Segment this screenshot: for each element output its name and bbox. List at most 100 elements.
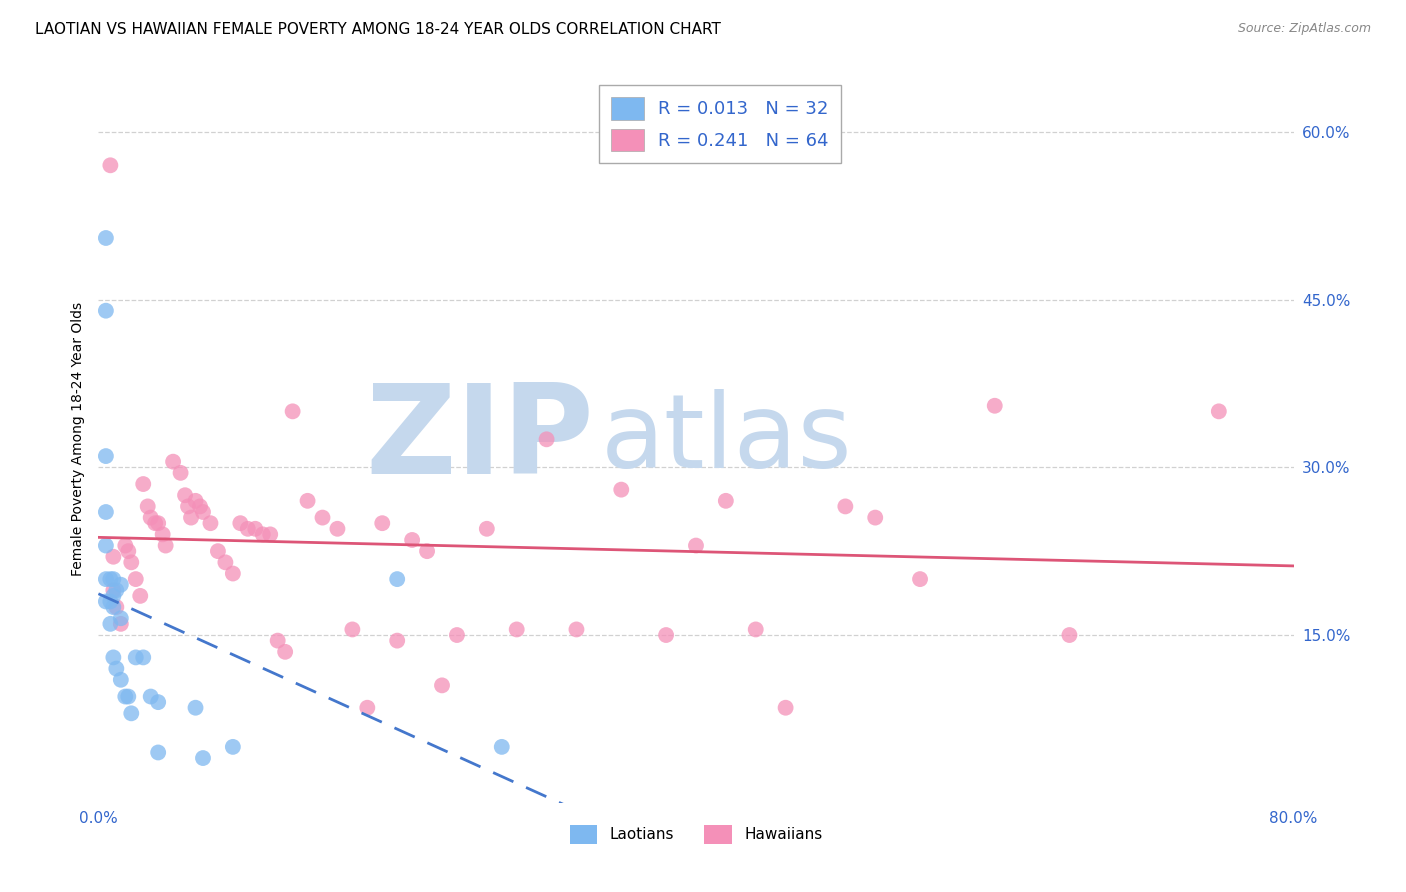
Point xyxy=(259,527,281,541)
Point xyxy=(297,493,319,508)
Point xyxy=(191,505,214,519)
Point xyxy=(745,623,768,637)
Point xyxy=(132,477,155,491)
Point xyxy=(110,611,132,625)
Point xyxy=(98,616,122,631)
Point xyxy=(207,544,229,558)
Point xyxy=(565,623,588,637)
Point xyxy=(125,572,148,586)
Point xyxy=(229,516,252,531)
Point xyxy=(94,539,117,553)
Point xyxy=(984,399,1007,413)
Point xyxy=(117,690,139,704)
Point xyxy=(94,449,117,463)
Point xyxy=(152,527,174,541)
Text: ZIP: ZIP xyxy=(366,379,595,500)
Text: LAOTIAN VS HAWAIIAN FEMALE POVERTY AMONG 18-24 YEAR OLDS CORRELATION CHART: LAOTIAN VS HAWAIIAN FEMALE POVERTY AMONG… xyxy=(35,22,721,37)
Point xyxy=(342,623,364,637)
Point xyxy=(110,673,132,687)
Point xyxy=(105,583,128,598)
Point xyxy=(94,231,117,245)
Point xyxy=(188,500,211,514)
Point xyxy=(180,510,202,524)
Point xyxy=(174,488,197,502)
Point xyxy=(184,493,207,508)
Point xyxy=(222,739,245,754)
Point xyxy=(385,572,409,586)
Point xyxy=(105,662,128,676)
Point xyxy=(98,158,122,172)
Point xyxy=(98,572,122,586)
Point xyxy=(214,555,236,569)
Point xyxy=(139,690,162,704)
Point xyxy=(191,751,214,765)
Point xyxy=(222,566,245,581)
Point xyxy=(139,510,162,524)
Point xyxy=(169,466,191,480)
Point xyxy=(110,578,132,592)
Point xyxy=(103,600,125,615)
Point xyxy=(506,623,529,637)
Point xyxy=(184,700,207,714)
Point xyxy=(430,678,453,692)
Point xyxy=(136,500,159,514)
Y-axis label: Female Poverty Among 18-24 Year Olds: Female Poverty Among 18-24 Year Olds xyxy=(70,302,84,576)
Point xyxy=(865,510,887,524)
Point xyxy=(775,700,797,714)
Point xyxy=(125,650,148,665)
Point xyxy=(1059,628,1081,642)
Point xyxy=(148,516,170,531)
Point xyxy=(94,572,117,586)
Point xyxy=(103,583,125,598)
Point xyxy=(132,650,155,665)
Point xyxy=(200,516,222,531)
Point xyxy=(385,633,409,648)
Point xyxy=(685,539,707,553)
Point xyxy=(103,572,125,586)
Point xyxy=(162,455,184,469)
Point xyxy=(103,589,125,603)
Point xyxy=(714,493,737,508)
Point xyxy=(94,594,117,608)
Point xyxy=(245,522,267,536)
Point xyxy=(356,700,378,714)
Point xyxy=(94,505,117,519)
Text: Source: ZipAtlas.com: Source: ZipAtlas.com xyxy=(1237,22,1371,36)
Point xyxy=(120,555,142,569)
Point xyxy=(536,432,558,446)
Point xyxy=(236,522,259,536)
Point xyxy=(274,645,297,659)
Point xyxy=(120,706,142,721)
Point xyxy=(491,739,513,754)
Point xyxy=(446,628,468,642)
Point xyxy=(1208,404,1230,418)
Legend: Laotians, Hawaiians: Laotians, Hawaiians xyxy=(564,819,828,850)
Point xyxy=(475,522,498,536)
Point xyxy=(105,600,128,615)
Point xyxy=(177,500,200,514)
Point xyxy=(401,533,423,547)
Point xyxy=(98,594,122,608)
Point xyxy=(281,404,304,418)
Point xyxy=(610,483,633,497)
Point xyxy=(148,695,170,709)
Point xyxy=(252,527,274,541)
Point xyxy=(103,650,125,665)
Point xyxy=(834,500,856,514)
Point xyxy=(155,539,177,553)
Point xyxy=(908,572,931,586)
Point xyxy=(371,516,394,531)
Point xyxy=(129,589,152,603)
Point xyxy=(267,633,290,648)
Point xyxy=(114,690,136,704)
Point xyxy=(94,303,117,318)
Point xyxy=(143,516,166,531)
Point xyxy=(110,616,132,631)
Point xyxy=(117,544,139,558)
Point xyxy=(311,510,333,524)
Point xyxy=(326,522,349,536)
Point xyxy=(416,544,439,558)
Point xyxy=(148,746,170,760)
Point xyxy=(655,628,678,642)
Point xyxy=(103,549,125,564)
